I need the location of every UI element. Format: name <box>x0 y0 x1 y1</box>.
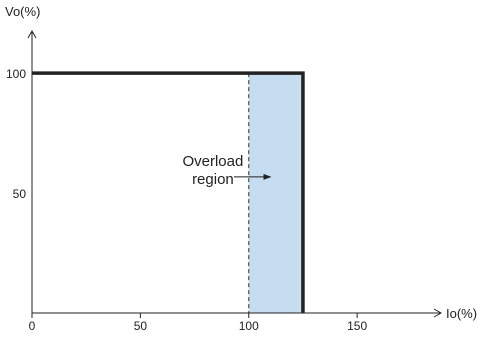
y-axis-label: Vo(%) <box>5 4 40 19</box>
y-tick-label: 50 <box>13 187 27 201</box>
x-tick-label: 150 <box>347 319 367 333</box>
y-axis-arrow <box>27 29 37 39</box>
y-tick-label: 100 <box>6 67 26 81</box>
x-axis-arrow <box>433 308 443 318</box>
x-tick-label: 0 <box>29 319 36 333</box>
annotation-line-1: Overload <box>182 153 243 170</box>
series-line <box>32 71 305 313</box>
x-axis-label: Io(%) <box>446 306 477 321</box>
ticks: 0 50 100 150 50 100 <box>6 67 367 333</box>
x-tick-label: 100 <box>239 319 259 333</box>
x-tick-label: 50 <box>134 319 148 333</box>
overload-region <box>248 73 303 313</box>
annotation-line-2: region <box>192 171 234 188</box>
